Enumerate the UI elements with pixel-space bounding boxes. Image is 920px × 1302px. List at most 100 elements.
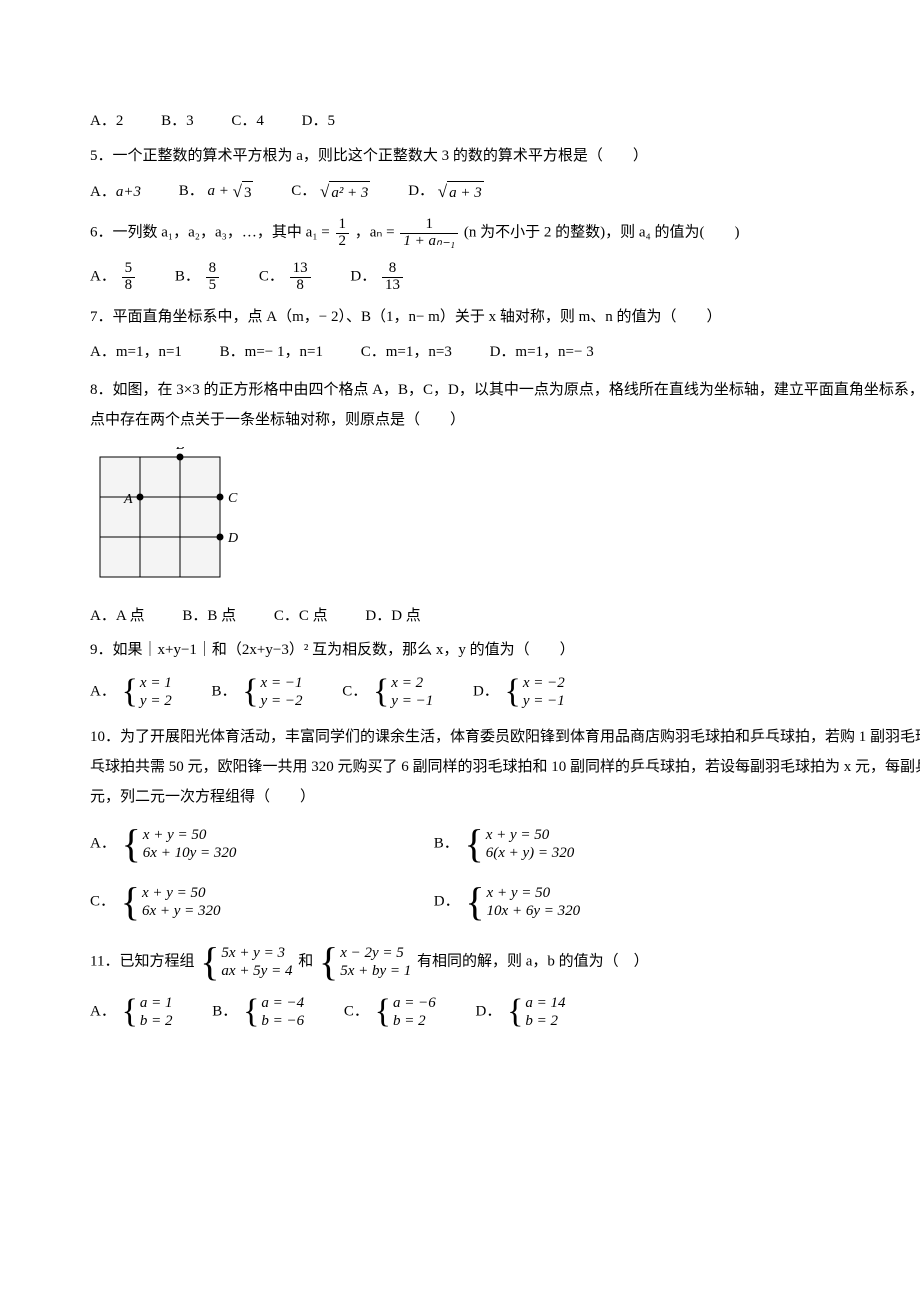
q4-opt-b: B．3 bbox=[161, 110, 194, 133]
q4-opt-d: D．5 bbox=[302, 110, 335, 133]
q10-opt-a: A． {x + y = 506x + 10y = 320 bbox=[90, 824, 430, 864]
den: 8 bbox=[290, 277, 311, 294]
eq1: a = 1 bbox=[140, 994, 173, 1012]
system2: {x − 2y = 55x + by = 1 bbox=[319, 942, 411, 982]
eq1: x + y = 50 bbox=[486, 826, 575, 844]
opt-label: C． bbox=[291, 184, 316, 200]
q5-opt-a: A．a+3 bbox=[90, 181, 141, 204]
q9-opt-d: D． {x = −2y = −1 bbox=[473, 674, 567, 710]
den: 2 bbox=[336, 233, 350, 250]
stem-a: 11．已知方程组 bbox=[90, 953, 198, 969]
num: 8 bbox=[206, 261, 220, 277]
frac-a1: 12 bbox=[336, 217, 350, 250]
system: {a = −6b = 2 bbox=[375, 994, 436, 1030]
eq2: y = −1 bbox=[391, 692, 433, 710]
sqrt-icon: √3 bbox=[233, 179, 254, 205]
eq2: y = −1 bbox=[523, 692, 565, 710]
eq2: b = 2 bbox=[525, 1012, 565, 1030]
opt-label: B． bbox=[179, 184, 204, 200]
q6-options: A． 58 B． 85 C． 138 D． 813 bbox=[90, 261, 920, 294]
eq2: ax + 5y = 4 bbox=[221, 962, 292, 980]
eq1: a = −4 bbox=[261, 994, 304, 1012]
frac: 85 bbox=[206, 261, 220, 294]
q10-options-row1: A． {x + y = 506x + 10y = 320 B． {x + y =… bbox=[90, 824, 920, 872]
expr: a+3 bbox=[116, 184, 141, 200]
svg-text:B: B bbox=[176, 447, 185, 453]
q7-stem: 7．平面直角坐标系中，点 A（m，− 2）、B（1，n− m）关于 x 轴对称，… bbox=[90, 306, 920, 329]
q9-opt-c: C． {x = 2y = −1 bbox=[342, 674, 435, 710]
eq1: x = −1 bbox=[261, 674, 303, 692]
frac: 138 bbox=[290, 261, 311, 294]
opt-label: A． bbox=[90, 184, 116, 200]
den: 8 bbox=[122, 277, 136, 294]
system: {x + y = 506x + 10y = 320 bbox=[122, 824, 237, 864]
system1: {5x + y = 3ax + 5y = 4 bbox=[200, 942, 292, 982]
sqrt-icon: √a² + 3 bbox=[320, 179, 370, 205]
frac-an: 11 + aₙ₋₁ bbox=[400, 217, 458, 250]
svg-text:A: A bbox=[123, 492, 133, 507]
radicand: a + 3 bbox=[447, 181, 484, 205]
q5-stem: 5．一个正整数的算术平方根为 a，则比这个正整数大 3 的数的算术平方根是（ ） bbox=[90, 145, 920, 168]
q8-opt-b: B．B 点 bbox=[182, 605, 236, 628]
system: {x + y = 506x + y = 320 bbox=[121, 882, 221, 922]
q8-stem: 8．如图，在 3×3 的正方形格中由四个格点 A，B，C，D，以其中一点为原点，… bbox=[90, 375, 920, 435]
q5-opt-b: B． a + √3 bbox=[179, 179, 254, 205]
q8-grid-figure: A B C D bbox=[90, 447, 920, 595]
q5-opt-c: C． √a² + 3 bbox=[291, 179, 370, 205]
q7-opt-a: A．m=1，n=1 bbox=[90, 341, 182, 364]
num: 1 bbox=[400, 217, 458, 233]
eq2: y = −2 bbox=[261, 692, 303, 710]
q8-options: A．A 点 B．B 点 C．C 点 D．D 点 bbox=[90, 605, 920, 628]
eq1: x − 2y = 5 bbox=[340, 944, 411, 962]
grid-svg: A B C D bbox=[90, 447, 240, 587]
q8-opt-d: D．D 点 bbox=[365, 605, 420, 628]
q10-opt-b: B． {x + y = 506(x + y) = 320 bbox=[434, 824, 774, 864]
q8-opt-c: C．C 点 bbox=[274, 605, 328, 628]
den: 5 bbox=[206, 277, 220, 294]
q9-options: A． {x = 1y = 2 B． {x = −1y = −2 C． {x = … bbox=[90, 674, 920, 710]
num: 13 bbox=[290, 261, 311, 277]
eq2: b = −6 bbox=[261, 1012, 304, 1030]
eq2: b = 2 bbox=[393, 1012, 436, 1030]
system: {x = 2y = −1 bbox=[373, 674, 433, 710]
system: {x + y = 506(x + y) = 320 bbox=[465, 824, 575, 864]
q11-options: A． {a = 1b = 2 B． {a = −4b = −6 C． {a = … bbox=[90, 994, 920, 1030]
q11-opt-b: B． {a = −4b = −6 bbox=[212, 994, 306, 1030]
eq2: 5x + by = 1 bbox=[340, 962, 411, 980]
eq2: 6x + y = 320 bbox=[142, 902, 221, 920]
q6-opt-b: B． 85 bbox=[175, 261, 221, 294]
den: 1 + aₙ₋₁ bbox=[400, 233, 458, 250]
q5-options: A．a+3 B． a + √3 C． √a² + 3 D． √a + 3 bbox=[90, 179, 920, 205]
eq1: x = 2 bbox=[391, 674, 433, 692]
eq1: 5x + y = 3 bbox=[221, 944, 292, 962]
q10-opt-c: C． {x + y = 506x + y = 320 bbox=[90, 882, 430, 922]
q10-stem: 10．为了开展阳光体育活动，丰富同学们的课余生活，体育委员欧阳锋到体育用品商店购… bbox=[90, 722, 920, 812]
eq1: a = 14 bbox=[525, 994, 565, 1012]
system: {x = −1y = −2 bbox=[242, 674, 302, 710]
q4-opt-c: C．4 bbox=[231, 110, 264, 133]
stem-b: 和 bbox=[298, 953, 317, 969]
num: 5 bbox=[122, 261, 136, 277]
frac: 813 bbox=[382, 261, 403, 294]
radicand: a² + 3 bbox=[329, 181, 370, 205]
q11-opt-a: A． {a = 1b = 2 bbox=[90, 994, 175, 1030]
q9-opt-a: A． {x = 1y = 2 bbox=[90, 674, 174, 710]
svg-text:C: C bbox=[228, 491, 238, 506]
system: {a = 14b = 2 bbox=[507, 994, 565, 1030]
eq2: 10x + 6y = 320 bbox=[487, 902, 581, 920]
q7-opt-b: B．m=− 1，n=1 bbox=[220, 341, 323, 364]
stem-b: ，aₙ = bbox=[355, 225, 399, 241]
system: {x = 1y = 2 bbox=[122, 674, 172, 710]
q10-opt-d: D． {x + y = 5010x + 6y = 320 bbox=[434, 882, 774, 922]
num: 8 bbox=[382, 261, 403, 277]
q7-opt-d: D．m=1，n=− 3 bbox=[490, 341, 594, 364]
q7-opt-c: C．m=1，n=3 bbox=[361, 341, 452, 364]
eq1: x = 1 bbox=[140, 674, 172, 692]
eq1: x + y = 50 bbox=[487, 884, 581, 902]
stem-c: 有相同的解，则 a，b 的值为（ ） bbox=[417, 953, 649, 969]
stem-a: 6．一列数 a₁，a₂，a₃，…，其中 a₁ = bbox=[90, 225, 334, 241]
radicand: 3 bbox=[242, 181, 254, 205]
q6-opt-d: D． 813 bbox=[350, 261, 405, 294]
svg-text:D: D bbox=[227, 531, 238, 546]
den: 13 bbox=[382, 277, 403, 294]
